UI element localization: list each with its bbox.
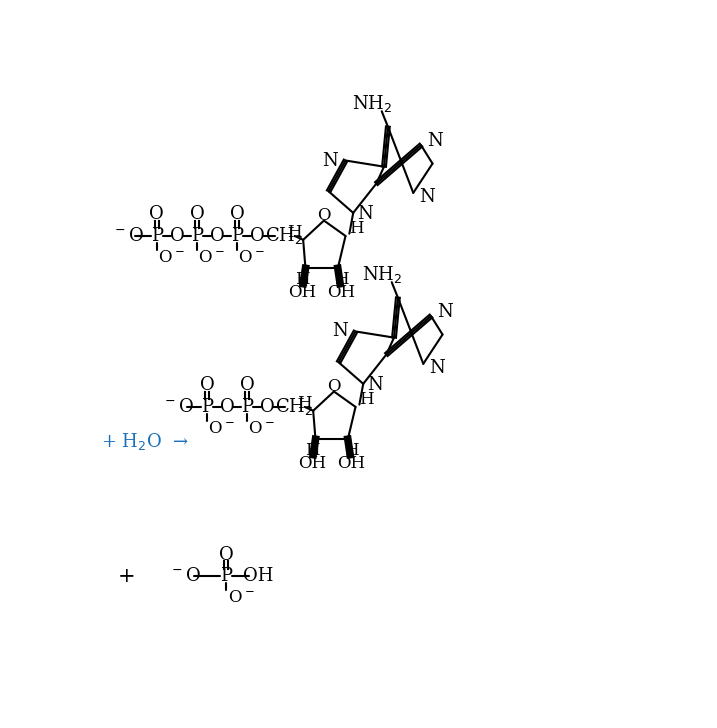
Text: O$^-$: O$^-$: [228, 590, 255, 606]
Text: P: P: [191, 227, 203, 245]
Text: OH: OH: [298, 456, 326, 472]
Text: +: +: [118, 567, 135, 586]
Text: H: H: [287, 223, 301, 241]
Text: CH$_2$: CH$_2$: [275, 397, 313, 417]
Text: H: H: [359, 391, 374, 408]
Text: N: N: [332, 323, 348, 341]
Text: O: O: [169, 227, 184, 245]
Text: O: O: [219, 546, 234, 563]
Text: H: H: [343, 443, 358, 459]
Text: NH$_2$: NH$_2$: [352, 93, 393, 114]
Text: N: N: [437, 303, 453, 321]
Text: OH: OH: [337, 456, 365, 472]
Text: + H$_2$O  →: + H$_2$O →: [100, 431, 189, 452]
Text: $^-$O: $^-$O: [162, 398, 194, 416]
Text: P: P: [201, 398, 213, 416]
Text: O: O: [317, 207, 331, 224]
Text: H: H: [333, 272, 348, 288]
Text: N: N: [357, 205, 373, 223]
Text: O$^-$: O$^-$: [209, 420, 235, 437]
Text: NH$_2$: NH$_2$: [362, 264, 403, 285]
Text: P: P: [231, 227, 243, 245]
Text: H: H: [295, 272, 310, 288]
Text: N: N: [429, 359, 445, 376]
Text: N: N: [419, 188, 435, 206]
Text: O: O: [149, 205, 164, 223]
Text: N: N: [427, 132, 443, 150]
Text: OH: OH: [327, 285, 355, 301]
Text: O: O: [239, 376, 255, 395]
Text: H: H: [297, 395, 311, 411]
Text: CH$_2$: CH$_2$: [265, 226, 303, 247]
Text: OH: OH: [288, 285, 316, 301]
Text: O$^-$: O$^-$: [239, 249, 265, 266]
Text: O: O: [260, 398, 275, 416]
Text: O: O: [199, 376, 214, 395]
Text: P: P: [241, 398, 253, 416]
Text: OH: OH: [243, 567, 274, 585]
Text: N: N: [322, 151, 338, 170]
Text: O: O: [327, 379, 341, 395]
Text: H: H: [349, 220, 364, 237]
Text: H: H: [305, 443, 320, 459]
Text: O$^-$: O$^-$: [249, 420, 275, 437]
Text: $^-$O: $^-$O: [169, 567, 201, 585]
Text: P: P: [151, 227, 163, 245]
Text: O: O: [209, 227, 224, 245]
Text: O: O: [219, 398, 234, 416]
Text: P: P: [220, 567, 232, 585]
Text: O$^-$: O$^-$: [199, 249, 225, 266]
Text: O: O: [189, 205, 204, 223]
Text: O$^-$: O$^-$: [158, 249, 185, 266]
Text: O: O: [229, 205, 244, 223]
Text: O: O: [250, 227, 265, 245]
Text: N: N: [367, 376, 383, 395]
Text: $^-$O: $^-$O: [113, 227, 144, 245]
